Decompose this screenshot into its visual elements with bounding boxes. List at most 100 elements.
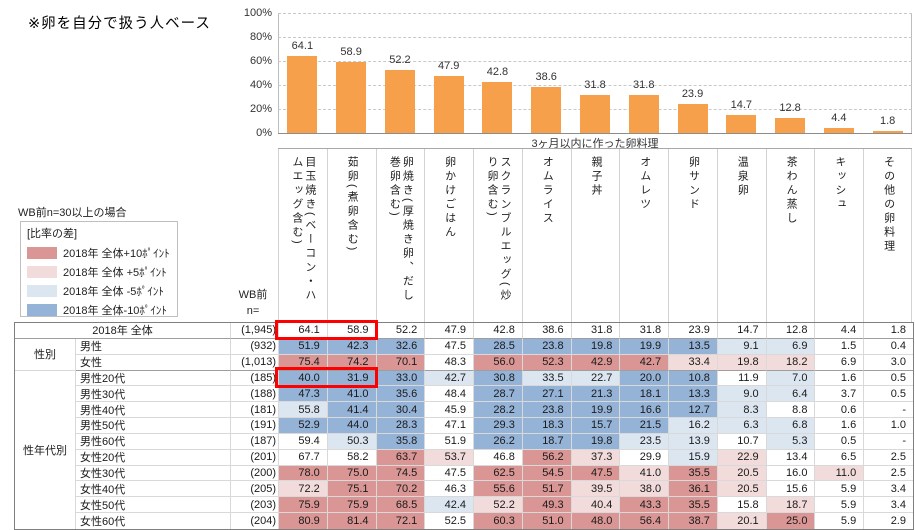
data-cell: 23.8 (522, 402, 572, 419)
data-cell: 10.8 (669, 370, 718, 387)
data-cell: 56.2 (522, 449, 572, 466)
column-header: 茹卵(煮卵含む) (326, 149, 376, 322)
data-cell: 0.5 (864, 386, 913, 403)
n-cell: (1,945) (231, 323, 279, 339)
data-cell: 43.3 (620, 497, 670, 514)
bar-chart: 100% 80% 60% 40% 20% 0% 64.1 58.9 52.2 47.9 42.8 38… (0, 0, 915, 150)
data-cell: 41.0 (620, 465, 670, 482)
data-cell: 52.2 (474, 497, 523, 514)
plot-right-border (911, 13, 912, 133)
bar-value-label: 31.8 (633, 78, 655, 91)
n-cell: (201) (231, 449, 279, 466)
bar (531, 86, 562, 133)
n-cell: (932) (231, 338, 279, 355)
legend-item-label: 2018年 全体+10ﾎﾟｲﾝﾄ (63, 247, 170, 260)
data-cell: 23.5 (620, 433, 670, 450)
data-cell: 30.8 (474, 370, 523, 387)
data-cell: 18.1 (620, 386, 670, 403)
data-cell: 47.1 (425, 418, 475, 434)
column-header-label: 親子丼 (589, 156, 602, 198)
data-cell: 74.2 (327, 354, 377, 371)
data-cell: 68.5 (376, 497, 426, 514)
column-header: オムライス (521, 149, 571, 322)
data-cell: 45.9 (425, 402, 475, 419)
data-cell: 11.0 (815, 465, 865, 482)
data-cell: 6.9 (766, 338, 816, 355)
n-cell: (191) (231, 418, 279, 434)
data-cell: 56.4 (620, 513, 670, 529)
data-cell: 30.4 (376, 402, 426, 419)
plot-left-border (278, 13, 279, 133)
wb-n-header-line2: n= (246, 305, 260, 317)
data-cell: 28.5 (474, 338, 523, 355)
data-cell: 1.0 (864, 418, 913, 434)
data-cell: 26.2 (474, 433, 523, 450)
data-cell: 51.7 (522, 481, 572, 498)
column-header: オムレツ (619, 149, 668, 322)
data-cell: 3.4 (864, 497, 913, 514)
data-cell: 2.9 (864, 513, 913, 529)
legend-item: 2018年 全体 +5ﾎﾟｲﾝﾄ (27, 262, 171, 281)
data-cell: 20.5 (717, 481, 767, 498)
data-cell: 13.3 (669, 386, 718, 403)
data-cell: 75.9 (279, 497, 328, 514)
bar (336, 62, 367, 133)
bar (775, 117, 806, 133)
data-cell: 13.9 (669, 433, 718, 450)
row-label-cell: 男性30代 (76, 386, 231, 403)
data-cell: 1.6 (815, 370, 865, 387)
data-cell: 10.7 (717, 433, 767, 450)
data-cell: 48.3 (425, 354, 475, 371)
data-cell: 15.9 (669, 449, 718, 466)
x-axis-line (278, 133, 912, 134)
data-cell: 42.8 (474, 323, 523, 339)
data-cell: 6.9 (815, 354, 865, 371)
data-cell: 50.3 (327, 433, 377, 450)
data-cell: 4.4 (815, 323, 865, 339)
data-cell: 51.9 (279, 338, 328, 355)
n-cell: (203) (231, 497, 279, 514)
bar (580, 94, 610, 133)
legend-item-label: 2018年 全体 +5ﾎﾟｲﾝﾄ (63, 266, 167, 279)
data-cell: 28.2 (474, 402, 523, 419)
data-cell: 44.0 (327, 418, 377, 434)
crosstab-table: 2018年 全体 (1,945) 64.1 58.9 52.2 47.9 42.8 38.6 3… (14, 322, 914, 530)
data-cell: 6.3 (717, 418, 767, 434)
data-cell: 75.4 (279, 354, 328, 371)
data-cell: 54.5 (522, 465, 572, 482)
legend-item: 2018年 全体 -5ﾎﾟｲﾝﾄ (27, 281, 171, 300)
column-header: 親子丼 (570, 149, 620, 322)
column-header-label: 温泉卵 (736, 156, 749, 198)
bar-value-label: 12.8 (779, 101, 801, 114)
data-cell: 1.8 (864, 323, 913, 339)
row-label-cell: 女性40代 (76, 481, 231, 498)
row-label-cell: 男性40代 (76, 402, 231, 419)
data-cell: 6.4 (766, 386, 816, 403)
data-cell: 6.8 (766, 418, 816, 434)
data-cell: 23.8 (522, 338, 572, 355)
data-cell: 60.3 (474, 513, 523, 529)
data-cell: 48.0 (571, 513, 621, 529)
bar-value-label: 38.6 (535, 70, 557, 83)
row-label-cell: 女性 (76, 354, 231, 371)
data-cell: 53.7 (425, 449, 475, 466)
data-cell: 19.9 (620, 338, 670, 355)
column-header: キッシュ (814, 149, 863, 322)
data-cell: 59.4 (279, 433, 328, 450)
plus10-swatch-icon (27, 246, 57, 259)
bar (433, 75, 464, 133)
data-cell: 19.8 (571, 338, 621, 355)
column-header-label: 茹卵(煮卵含む) (346, 156, 359, 254)
data-cell: 38.0 (620, 481, 670, 498)
data-cell: 35.8 (376, 433, 426, 450)
y-axis-tick-label: 100% (243, 6, 272, 19)
data-cell: 47.3 (279, 386, 328, 403)
data-cell: 13.5 (669, 338, 718, 355)
base-note: ※卵を自分で扱う人ベース (28, 16, 211, 32)
data-cell: 33.5 (522, 370, 572, 387)
data-cell: 35.6 (376, 386, 426, 403)
minus10-swatch-icon (27, 303, 57, 316)
data-cell: 0.5 (864, 370, 913, 387)
data-cell: 1.5 (815, 338, 865, 355)
